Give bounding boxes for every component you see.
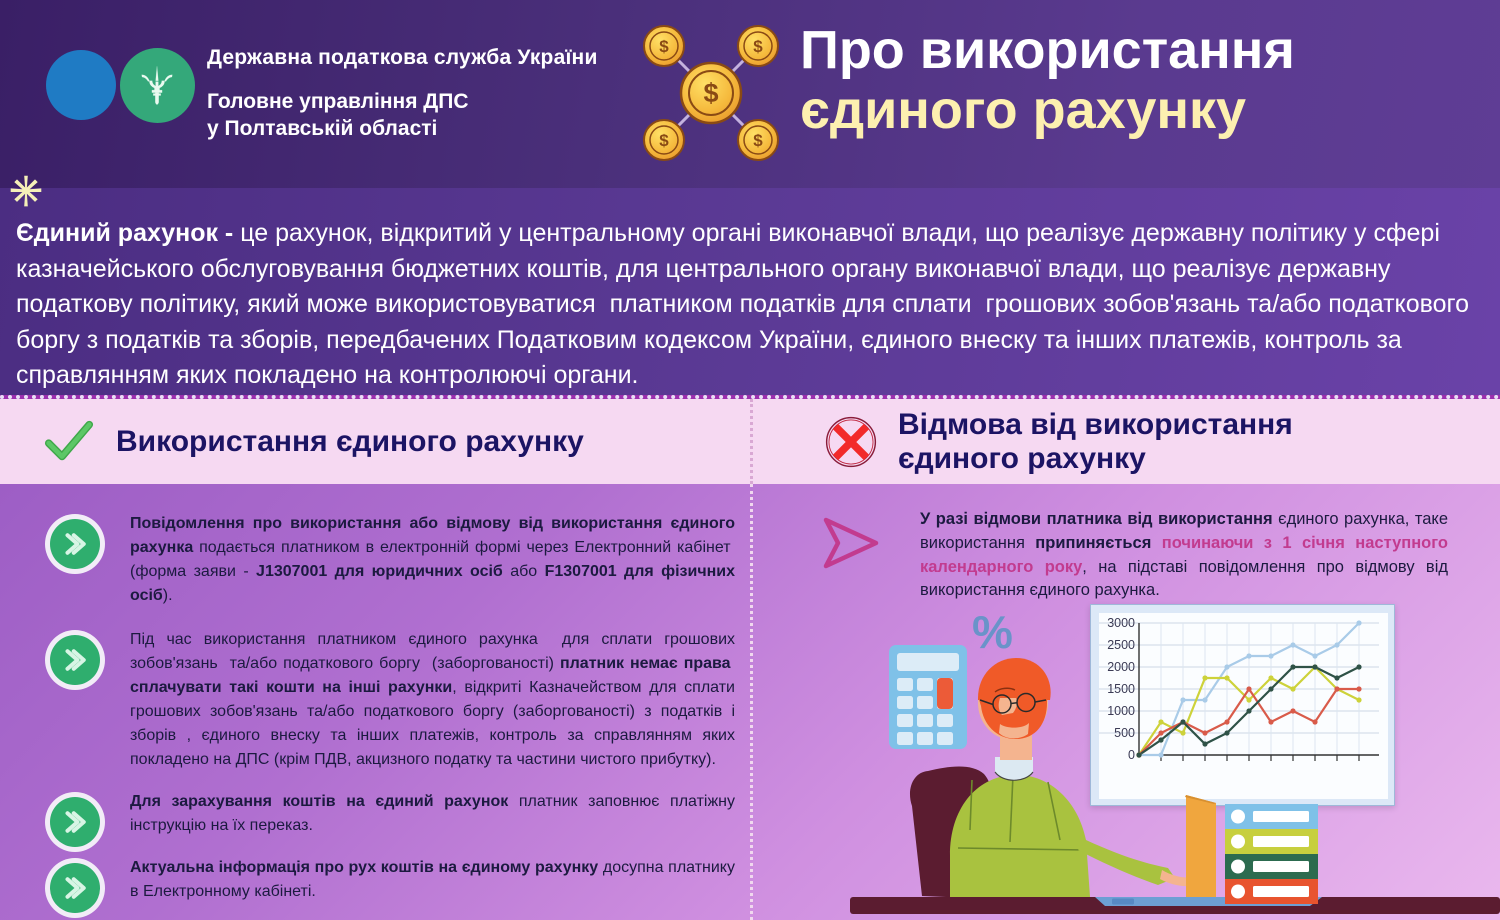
svg-text:$: $ (659, 131, 669, 150)
svg-text:$: $ (703, 78, 718, 108)
svg-text:$: $ (753, 37, 763, 56)
svg-text:$: $ (753, 131, 763, 150)
svg-text:$: $ (659, 37, 669, 56)
svg-text:%: % (972, 606, 1013, 658)
